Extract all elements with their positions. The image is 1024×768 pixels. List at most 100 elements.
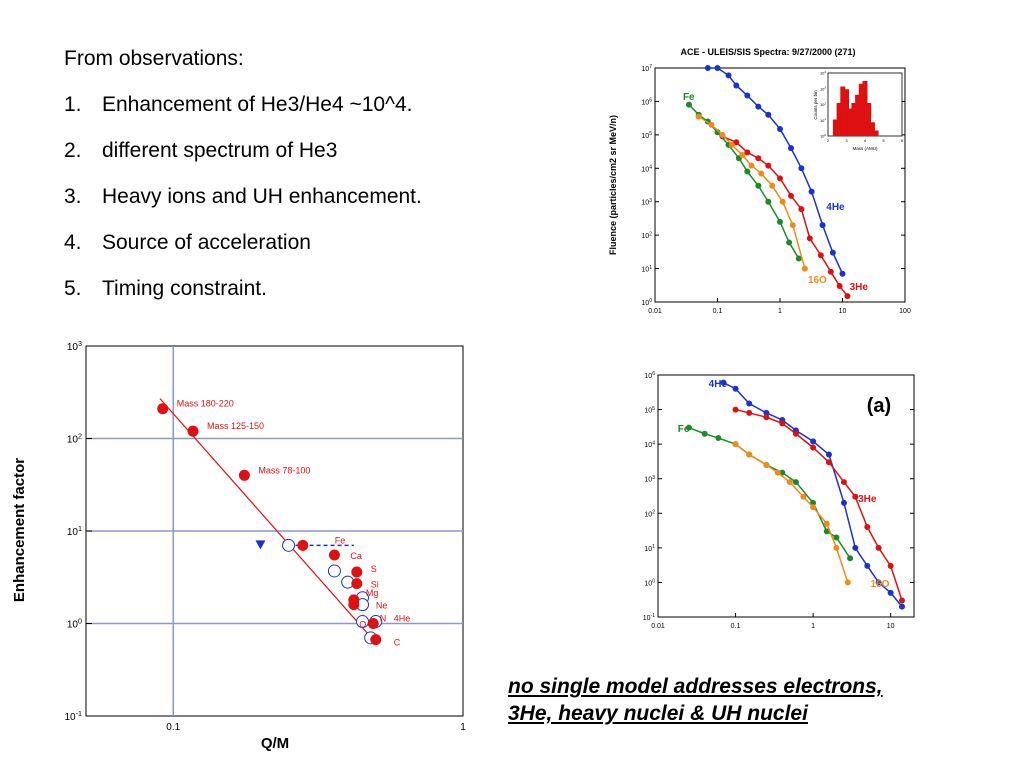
histogram-bar — [869, 122, 875, 136]
data-point — [746, 400, 753, 407]
tick-label: 1 — [460, 722, 466, 733]
tick-label: 0.01 — [648, 308, 662, 315]
inset-x-label: Mass (AMU) — [853, 146, 878, 151]
point-label: S — [371, 564, 377, 574]
tick-label: 103 — [820, 86, 826, 92]
data-point — [744, 149, 751, 156]
series-label: 3He — [858, 494, 877, 505]
histogram-bar — [836, 103, 842, 136]
data-point — [297, 539, 309, 551]
series-line — [723, 382, 903, 608]
data-point — [825, 451, 832, 458]
series-line — [688, 426, 851, 559]
tick-label: 103 — [641, 198, 652, 207]
data-point — [808, 188, 815, 195]
data-point — [685, 424, 692, 431]
data-point — [370, 634, 382, 646]
list-text: Heavy ions and UH enhancement. — [102, 185, 422, 208]
data-point — [887, 562, 894, 569]
data-point — [827, 268, 834, 275]
tick-label: 100 — [899, 308, 911, 315]
data-point — [887, 589, 894, 596]
data-point — [810, 504, 817, 511]
data-point — [777, 218, 783, 225]
mass-histogram-inset: Counts per bin Mass (AMU) 2 3 4 5 6 100 101 102… — [813, 70, 904, 151]
y-axis-label: Fluence (particles/cm2 sr MeV/n) — [608, 115, 618, 255]
data-point — [819, 222, 826, 229]
data-point — [728, 141, 735, 148]
tick-label: 105 — [644, 406, 655, 415]
tick-label: 1 — [811, 623, 815, 630]
data-point — [779, 198, 786, 205]
point-label: N — [380, 614, 387, 624]
tick-label: 100 — [67, 617, 82, 631]
x-axis-label: Q/M — [261, 735, 289, 752]
data-point — [898, 597, 905, 604]
inset-y-label: Counts per bin — [813, 90, 818, 120]
data-point — [732, 385, 739, 392]
data-point — [786, 239, 793, 246]
data-point — [833, 534, 840, 541]
data-point — [763, 409, 770, 416]
tick-label: 102 — [641, 231, 652, 240]
histogram-bar — [840, 86, 846, 136]
conclusion-line-2: 3He, heavy nuclei & UH nuclei — [508, 702, 808, 725]
data-point — [800, 493, 807, 500]
data-point — [864, 562, 871, 569]
list-text: Enhancement of He3/He4 ~10^4. — [102, 93, 413, 116]
list-item: 4. Source of acceleration — [64, 229, 422, 275]
data-point — [823, 528, 830, 535]
data-point — [765, 111, 772, 118]
tick-label: 10-1 — [64, 709, 82, 723]
data-point — [733, 139, 740, 146]
ace-spectra-chart: ACE - ULEIS/SIS Spectra: 9/27/2000 (271)… — [608, 47, 911, 315]
list-number: 1. — [64, 93, 82, 116]
open-point — [327, 564, 341, 578]
tick-label: 10-1 — [643, 613, 655, 622]
observation-list: 1. Enhancement of He3/He4 ~10^4. 2. differ… — [64, 91, 422, 321]
data-point — [844, 579, 851, 586]
data-point — [744, 92, 751, 99]
data-point — [348, 599, 360, 611]
data-point — [788, 192, 795, 199]
tick-label: 6 — [901, 138, 904, 143]
open-point — [282, 538, 296, 552]
data-point — [829, 249, 836, 256]
list-item: 5. Timing constraint. — [64, 275, 422, 321]
data-point — [789, 222, 796, 229]
data-point — [763, 414, 770, 421]
data-point — [367, 618, 379, 629]
data-point — [777, 175, 783, 182]
data-point — [755, 103, 762, 110]
data-point — [187, 425, 199, 437]
tick-label: 1 — [778, 308, 782, 315]
data-point — [765, 198, 772, 205]
tick-label: 101 — [641, 265, 652, 274]
tick-label: 3 — [845, 138, 848, 143]
series-label: 4He — [709, 379, 728, 390]
tick-label: 104 — [820, 70, 826, 76]
histogram-bar — [862, 81, 868, 136]
data-point — [704, 65, 711, 71]
data-point — [840, 499, 847, 506]
data-point — [720, 379, 727, 386]
data-point — [719, 131, 726, 138]
list-item: 3. Heavy ions and UH enhancement. — [64, 183, 422, 229]
point-label: 4He — [394, 614, 411, 624]
plot-frame — [657, 374, 915, 618]
point-label: Ca — [350, 551, 362, 561]
intro-text: From observations: — [64, 47, 244, 70]
list-number: 2. — [64, 139, 82, 162]
list-number: 3. — [64, 185, 82, 208]
data-point — [695, 113, 702, 120]
series-line — [707, 67, 844, 275]
point-label: Mg — [366, 588, 379, 598]
data-point — [725, 72, 732, 79]
histogram-bar — [858, 83, 864, 136]
histogram-bar — [851, 103, 857, 136]
series-label: 16O — [808, 275, 827, 286]
data-point — [748, 162, 755, 169]
conclusion-text: no single model addresses electrons, 3He… — [508, 673, 883, 727]
list-item: 2. different spectrum of He3 — [64, 137, 422, 183]
point-label: Fe — [335, 535, 346, 545]
